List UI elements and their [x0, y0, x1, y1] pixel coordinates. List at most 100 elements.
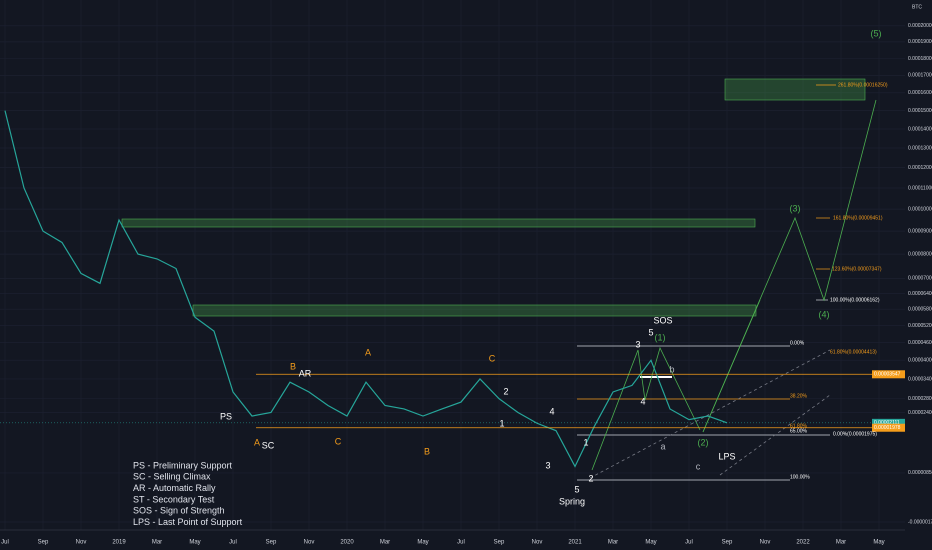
x-tick-label: 2021	[568, 540, 582, 546]
annotation: 2	[503, 386, 508, 396]
legend-note: LPS - Last Point of Support	[133, 517, 243, 527]
x-tick-label: Sep	[494, 540, 505, 546]
x-tick-label: Jul	[1, 540, 9, 546]
y-tick-label: 0.00004600	[908, 340, 932, 346]
annotation: 1	[499, 418, 504, 428]
annotation: Spring	[559, 496, 585, 506]
annotation: (5)	[871, 28, 882, 38]
y-tick-label: 0.00019000	[908, 39, 932, 45]
y-tick-label: 0.00003400	[908, 376, 932, 382]
y-tick-label: 0.00012000	[908, 165, 932, 171]
x-tick-label: Jul	[685, 540, 693, 546]
x-tick-label: Jul	[229, 540, 237, 546]
annotation: 5	[648, 327, 653, 337]
price-tag-label: 0.00001978	[874, 425, 901, 431]
fib-label: 38.20%	[790, 393, 808, 399]
x-tick-label: Mar	[608, 540, 618, 546]
fib-label: 61.80%	[790, 423, 808, 429]
y-tick-label: 0.00018000	[908, 56, 932, 62]
annotation: (1)	[655, 332, 666, 342]
price-tag	[872, 423, 905, 432]
annotation: C	[335, 436, 342, 446]
annotation: 3	[545, 460, 550, 470]
price-tag-label: 0.00002111	[874, 420, 900, 426]
x-tick-label: Sep	[38, 540, 49, 546]
annotation: B	[290, 361, 296, 371]
fib-label: 100.00%(0.00006162)	[830, 297, 880, 303]
x-tick-label: Sep	[722, 540, 733, 546]
x-tick-label: Mar	[836, 540, 846, 546]
grid	[0, 0, 905, 530]
y-tick-label: 0.00002800	[908, 396, 932, 402]
legend-note: AR - Automatic Rally	[133, 483, 216, 493]
price-line	[4, 110, 728, 468]
annotation: 5	[574, 484, 579, 494]
projection	[589, 349, 831, 479]
fib-label: 100.00%	[790, 474, 810, 480]
annotation: SC	[262, 440, 275, 450]
y-tick-label: 0.00010000	[908, 206, 932, 212]
x-tick-label: Nov	[760, 540, 771, 546]
projections	[589, 99, 877, 479]
projection	[591, 346, 701, 471]
y-tick-label: 0.00016000	[908, 90, 932, 96]
annotation: A	[365, 347, 371, 357]
x-tick-label: Nov	[304, 540, 315, 546]
projection	[719, 394, 831, 476]
fib-lines	[577, 84, 836, 481]
x-tick-label: 2019	[112, 540, 126, 546]
price-tag-label: 0.00003547	[874, 372, 901, 378]
legend-note: SC - Selling Climax	[133, 472, 211, 482]
y-tick-label: 0.00006400	[908, 291, 932, 297]
x-tick-label: Nov	[532, 540, 543, 546]
annotation: PS	[220, 411, 232, 421]
fib-label: 123.60%(0.00007347)	[832, 266, 882, 272]
x-tick-label: May	[645, 540, 656, 546]
zone	[121, 218, 756, 228]
x-tick-label: Mar	[380, 540, 390, 546]
annotation: b	[669, 364, 674, 374]
fib-label: 0.00%(0.00001975)	[833, 431, 877, 437]
fib-label: 65.00%	[790, 428, 808, 434]
y-tick-label: 0.00007000	[908, 276, 932, 282]
y-tick-label: 0.00005800	[908, 307, 932, 313]
annotation: B	[424, 446, 430, 456]
x-tick-label: 2022	[796, 540, 810, 546]
annotation: (2)	[698, 437, 709, 447]
x-tick-label: Jul	[457, 540, 465, 546]
legend-note: PS - Preliminary Support	[133, 460, 233, 470]
annotation: a	[660, 441, 665, 451]
zones	[121, 78, 866, 317]
y-tick-label: 0.00017000	[908, 73, 932, 79]
x-tick-label: May	[417, 540, 428, 546]
annotation: AR	[299, 368, 312, 378]
x-tick-label: May	[189, 540, 200, 546]
annotation: c	[696, 461, 701, 471]
annotation: LPS	[718, 451, 735, 461]
y-tick-label: 0.00009000	[908, 228, 932, 234]
y-tick-label: 0.00005200	[908, 323, 932, 329]
annotation: A	[254, 437, 260, 447]
currency: BTC	[912, 4, 922, 10]
y-tick-label: 0.00000850	[908, 470, 932, 476]
legend-note: ST - Secondary Test	[133, 494, 215, 504]
y-tick-label: 0.00013000	[908, 145, 932, 151]
zone	[192, 304, 757, 317]
projection	[702, 299, 761, 433]
annotation: (4)	[819, 309, 830, 319]
x-tick-label: May	[873, 540, 884, 546]
price-axis	[905, 0, 932, 550]
y-tick-label: 0.00014000	[908, 126, 932, 132]
y-tick-label: 0.00004000	[908, 358, 932, 364]
y-tick-label: 0.00002400	[908, 410, 932, 416]
fib-label: 0.00%	[790, 340, 805, 346]
x-tick-label: Sep	[266, 540, 277, 546]
zone	[724, 78, 866, 101]
price-tag	[872, 370, 905, 379]
annotation: SOS	[653, 315, 672, 325]
annotation: 1	[583, 437, 588, 447]
annotation: 4	[549, 406, 554, 416]
annotation: C	[489, 353, 496, 363]
